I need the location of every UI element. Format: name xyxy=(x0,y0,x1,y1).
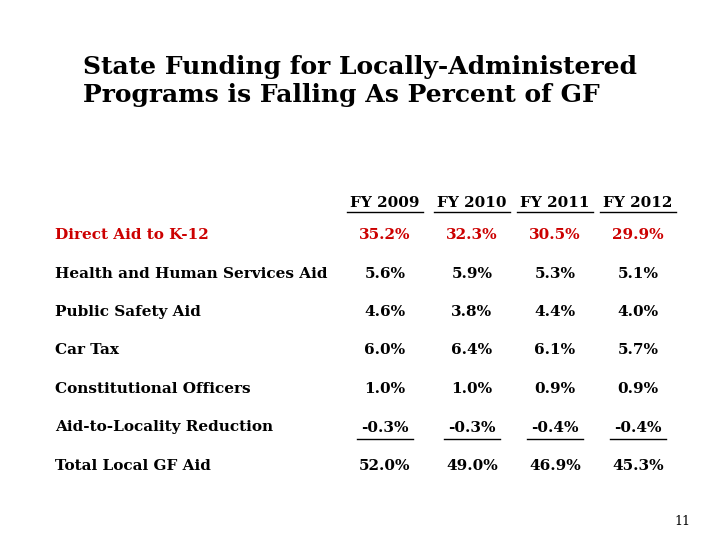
Text: Health and Human Services Aid: Health and Human Services Aid xyxy=(55,267,328,280)
Text: 3.8%: 3.8% xyxy=(451,305,492,319)
Text: 52.0%: 52.0% xyxy=(359,459,410,473)
Text: State Funding for Locally-Administered
Programs is Falling As Percent of GF: State Funding for Locally-Administered P… xyxy=(83,55,637,107)
Text: 5.1%: 5.1% xyxy=(618,267,659,280)
Text: 5.3%: 5.3% xyxy=(534,267,575,280)
Text: Public Safety Aid: Public Safety Aid xyxy=(55,305,201,319)
Text: 35.2%: 35.2% xyxy=(359,228,410,242)
Text: Constitutional Officers: Constitutional Officers xyxy=(55,382,251,396)
Text: Car Tax: Car Tax xyxy=(55,343,119,357)
Text: 6.4%: 6.4% xyxy=(451,343,492,357)
Text: 11: 11 xyxy=(674,515,690,528)
Text: 32.3%: 32.3% xyxy=(446,228,498,242)
Text: Total Local GF Aid: Total Local GF Aid xyxy=(55,459,211,473)
Text: 1.0%: 1.0% xyxy=(451,382,492,396)
Text: 4.4%: 4.4% xyxy=(534,305,575,319)
Text: -0.4%: -0.4% xyxy=(531,421,579,435)
Text: 4.6%: 4.6% xyxy=(364,305,405,319)
Text: 5.9%: 5.9% xyxy=(451,267,492,280)
Text: Aid-to-Locality Reduction: Aid-to-Locality Reduction xyxy=(55,421,273,435)
Text: 30.5%: 30.5% xyxy=(529,228,581,242)
Text: 46.9%: 46.9% xyxy=(529,459,581,473)
Text: -0.3%: -0.3% xyxy=(361,421,409,435)
Text: FY 2012: FY 2012 xyxy=(603,196,672,210)
Text: 4.0%: 4.0% xyxy=(618,305,659,319)
Text: Direct Aid to K-12: Direct Aid to K-12 xyxy=(55,228,209,242)
Text: FY 2011: FY 2011 xyxy=(521,196,590,210)
Text: 0.9%: 0.9% xyxy=(618,382,659,396)
Text: FY 2010: FY 2010 xyxy=(437,196,507,210)
Text: 49.0%: 49.0% xyxy=(446,459,498,473)
Text: 45.3%: 45.3% xyxy=(612,459,664,473)
Text: 0.9%: 0.9% xyxy=(534,382,575,396)
Text: -0.4%: -0.4% xyxy=(614,421,662,435)
Text: 1.0%: 1.0% xyxy=(364,382,405,396)
Text: 6.0%: 6.0% xyxy=(364,343,405,357)
Text: 5.6%: 5.6% xyxy=(364,267,405,280)
Text: FY 2009: FY 2009 xyxy=(350,196,420,210)
Text: 5.7%: 5.7% xyxy=(618,343,659,357)
Text: -0.3%: -0.3% xyxy=(449,421,496,435)
Text: 29.9%: 29.9% xyxy=(612,228,664,242)
Text: 6.1%: 6.1% xyxy=(534,343,575,357)
